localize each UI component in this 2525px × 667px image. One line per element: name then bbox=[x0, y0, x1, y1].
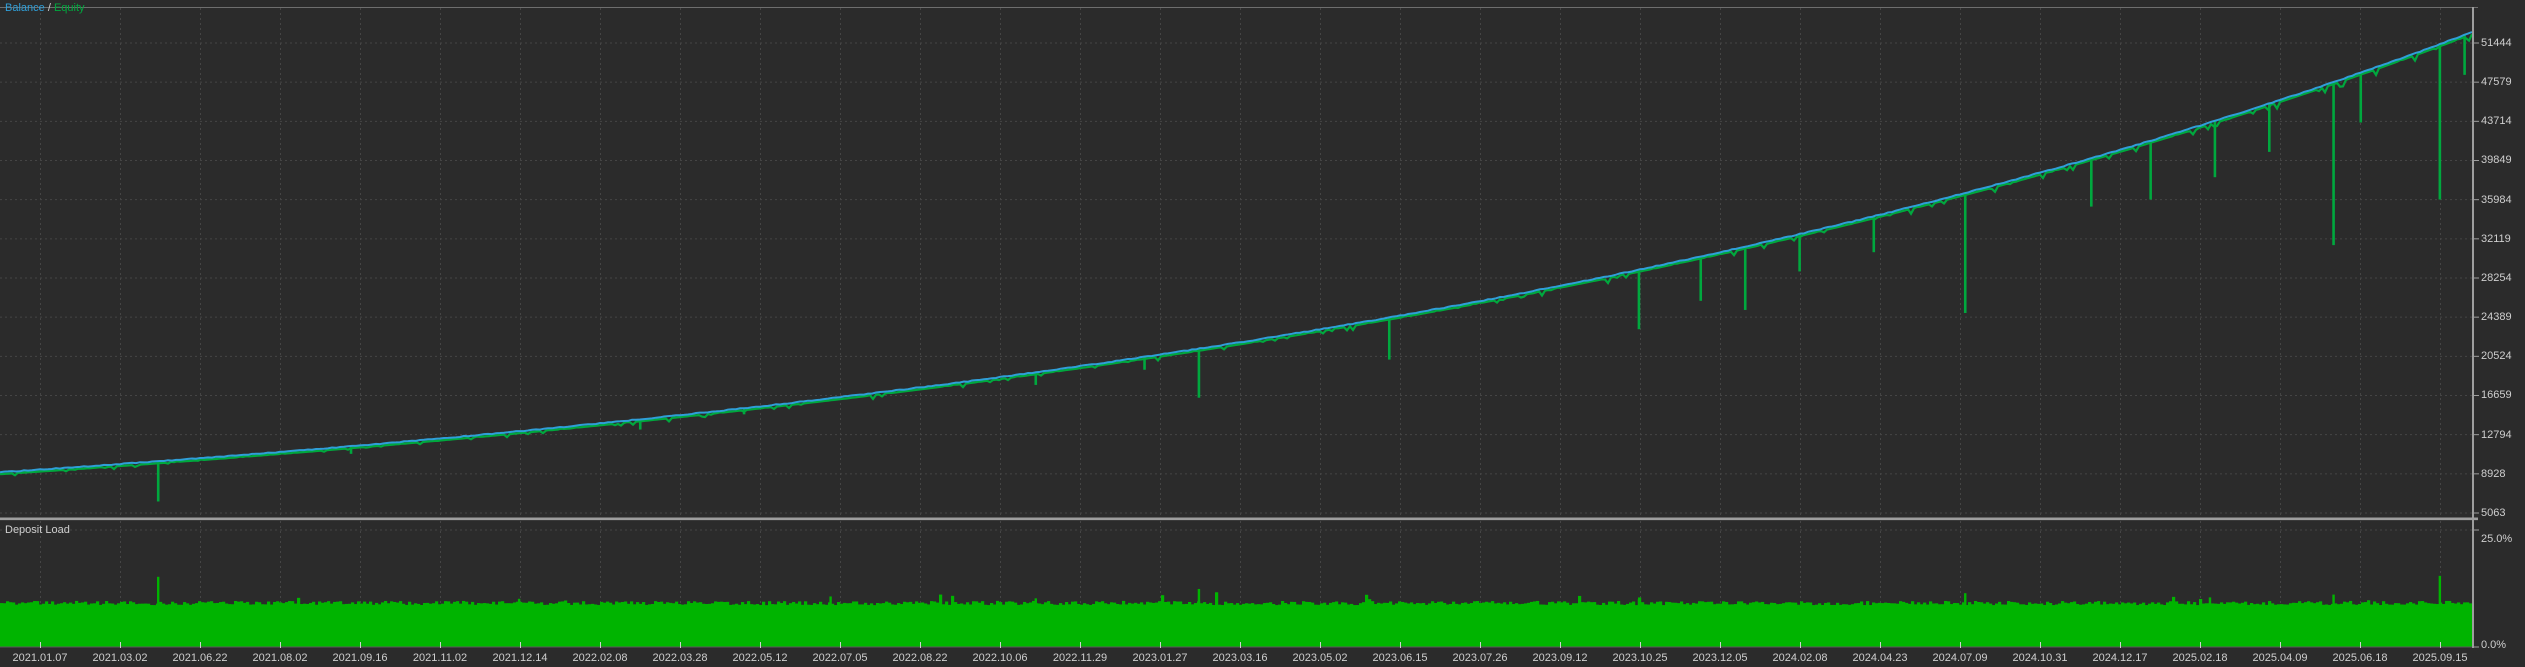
x-axis-label: 2025.02.18 bbox=[2172, 652, 2228, 664]
x-axis-label: 2023.10.25 bbox=[1612, 652, 1668, 664]
x-axis-label: 2022.07.05 bbox=[812, 652, 868, 664]
x-axis-label: 2021.09.16 bbox=[332, 652, 388, 664]
y-axis-label: 20524 bbox=[2481, 350, 2512, 363]
y-axis-label: 5063 bbox=[2481, 507, 2506, 519]
x-axis-label: 2022.10.06 bbox=[972, 652, 1028, 664]
x-axis-label: 2024.04.23 bbox=[1852, 652, 1908, 664]
x-axis-label: 2025.04.09 bbox=[2252, 652, 2308, 664]
x-axis-label: 2021.03.02 bbox=[92, 652, 148, 664]
x-axis-label: 2021.06.22 bbox=[172, 652, 228, 664]
balance-equity-chart-area[interactable] bbox=[0, 8, 2472, 517]
x-axis-label: 2022.08.22 bbox=[892, 652, 948, 664]
x-axis-label: 2021.08.02 bbox=[252, 652, 308, 664]
x-axis-label: 2023.01.27 bbox=[1132, 652, 1188, 664]
deposit-load-label: Deposit Load bbox=[5, 524, 70, 536]
y-axis-label: 16659 bbox=[2481, 389, 2512, 402]
x-axis-label: 2022.05.12 bbox=[732, 652, 788, 664]
y-axis-label: 35984 bbox=[2481, 193, 2512, 206]
legend-equity-label: Equity bbox=[53, 2, 85, 14]
chart-legend: Balance / Equity bbox=[5, 2, 85, 14]
x-axis-label: 2024.12.17 bbox=[2092, 652, 2148, 664]
deposit-load-chart-area[interactable] bbox=[0, 521, 2472, 647]
y-axis-label: 32119 bbox=[2481, 232, 2511, 245]
y-axis-label: 28254 bbox=[2481, 271, 2512, 284]
y-axis-label: 43714 bbox=[2481, 115, 2512, 128]
x-axis-label: 2023.09.12 bbox=[1532, 652, 1588, 664]
x-axis-label: 2025.06.18 bbox=[2332, 652, 2388, 664]
y-axis-label: 12794 bbox=[2481, 428, 2512, 441]
percent-axis-label: 0.0% bbox=[2481, 639, 2507, 651]
x-axis-label: 2023.05.02 bbox=[1292, 652, 1348, 664]
y-axis-label: 8928 bbox=[2481, 467, 2506, 480]
x-axis-label: 2024.10.31 bbox=[2012, 652, 2068, 664]
x-axis-label: 2021.12.14 bbox=[492, 652, 548, 664]
x-axis-label: 2023.06.15 bbox=[1372, 652, 1428, 664]
x-axis-label: 2023.03.16 bbox=[1212, 652, 1268, 664]
x-axis-label: 2022.02.08 bbox=[572, 652, 628, 664]
y-axis-label: 24389 bbox=[2481, 311, 2512, 324]
x-axis-label: 2024.07.09 bbox=[1932, 652, 1988, 664]
x-axis-label: 2022.11.29 bbox=[1052, 652, 1108, 664]
x-axis-label: 2023.12.05 bbox=[1692, 652, 1748, 664]
x-axis-label: 2023.07.26 bbox=[1452, 652, 1508, 664]
x-axis-label: 2024.02.08 bbox=[1772, 652, 1828, 664]
x-axis-label: 2022.03.28 bbox=[652, 652, 708, 664]
percent-axis-label: 25.0% bbox=[2481, 533, 2513, 545]
legend-balance-label: Balance bbox=[5, 2, 45, 14]
x-axis-label: 2021.11.02 bbox=[412, 652, 468, 664]
x-axis-label: 2021.01.07 bbox=[12, 652, 68, 664]
legend-separator: / bbox=[44, 2, 54, 14]
y-axis-label: 47579 bbox=[2481, 76, 2512, 89]
x-axis-label: 2025.09.15 bbox=[2412, 652, 2468, 664]
y-axis-label: 39849 bbox=[2481, 154, 2512, 167]
y-axis-label: 51444 bbox=[2481, 37, 2512, 49]
